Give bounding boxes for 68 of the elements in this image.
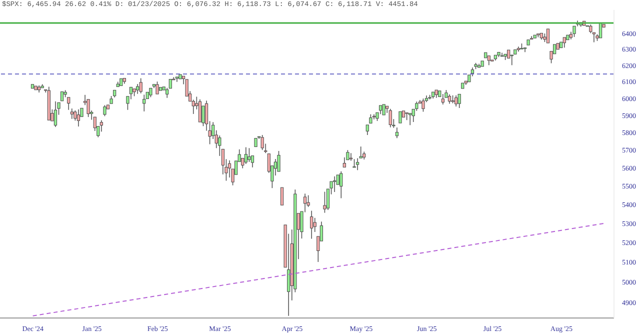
candlestick bbox=[310, 210, 314, 240]
candlestick bbox=[441, 94, 444, 105]
candlestick bbox=[67, 97, 70, 110]
candlestick bbox=[562, 37, 566, 48]
candlestick bbox=[70, 108, 74, 120]
candlestick bbox=[454, 94, 458, 107]
candlestick bbox=[536, 34, 540, 38]
candlestick bbox=[514, 49, 517, 54]
candlestick bbox=[116, 81, 120, 87]
candlestick bbox=[530, 36, 534, 40]
candlestick bbox=[76, 108, 80, 127]
candlestick bbox=[60, 91, 64, 102]
candlestick bbox=[484, 52, 488, 58]
candlestick bbox=[434, 90, 438, 98]
candlestick bbox=[142, 94, 146, 112]
candlestick bbox=[254, 138, 258, 147]
candlestick bbox=[432, 92, 435, 99]
candlestick bbox=[480, 60, 484, 67]
candlestick bbox=[113, 90, 116, 98]
candlestick bbox=[448, 94, 452, 104]
candlestick bbox=[395, 127, 398, 139]
candlestick bbox=[546, 28, 550, 44]
candlestick bbox=[280, 187, 284, 206]
candlestick bbox=[80, 108, 84, 117]
candlestick bbox=[516, 46, 520, 52]
candlestick bbox=[556, 43, 560, 50]
candlestick bbox=[326, 188, 330, 210]
candlestick bbox=[175, 76, 179, 82]
candlestick bbox=[136, 84, 140, 94]
candlestick bbox=[533, 34, 536, 38]
candlestick bbox=[592, 32, 596, 43]
candlestick bbox=[54, 101, 58, 128]
candlestick bbox=[244, 146, 248, 164]
candlestick bbox=[438, 90, 442, 97]
candlestick bbox=[566, 34, 570, 40]
candlestick bbox=[178, 74, 182, 80]
candlestick bbox=[120, 78, 123, 86]
candlestick bbox=[468, 74, 471, 82]
candlestick bbox=[162, 86, 166, 90]
candlestick bbox=[487, 56, 490, 66]
candlestick bbox=[507, 50, 510, 58]
candlestick bbox=[284, 224, 287, 268]
candlestick bbox=[398, 111, 402, 124]
candlestick bbox=[494, 54, 498, 61]
candlestick bbox=[241, 158, 244, 169]
candlestick bbox=[158, 87, 162, 91]
candlestick bbox=[359, 146, 362, 158]
candlestick bbox=[333, 176, 336, 192]
candlestick bbox=[378, 105, 382, 115]
candlestick bbox=[540, 32, 543, 40]
candlestick bbox=[477, 63, 481, 68]
candlestick bbox=[366, 124, 369, 136]
candlestick bbox=[356, 158, 360, 170]
candlestick bbox=[313, 217, 316, 232]
candlestick bbox=[382, 104, 386, 116]
candlestick bbox=[336, 174, 340, 185]
candlestick bbox=[47, 86, 50, 120]
candlestick bbox=[212, 122, 215, 140]
candlestick bbox=[221, 148, 224, 175]
candlestick bbox=[34, 86, 38, 90]
candlestick bbox=[129, 86, 133, 100]
candlestick bbox=[168, 79, 172, 89]
candlestick bbox=[408, 113, 412, 126]
candlestick bbox=[412, 108, 415, 122]
candlestick bbox=[146, 92, 149, 99]
candlestick bbox=[30, 84, 34, 89]
candlestick bbox=[526, 40, 530, 46]
candlestick bbox=[461, 82, 464, 89]
